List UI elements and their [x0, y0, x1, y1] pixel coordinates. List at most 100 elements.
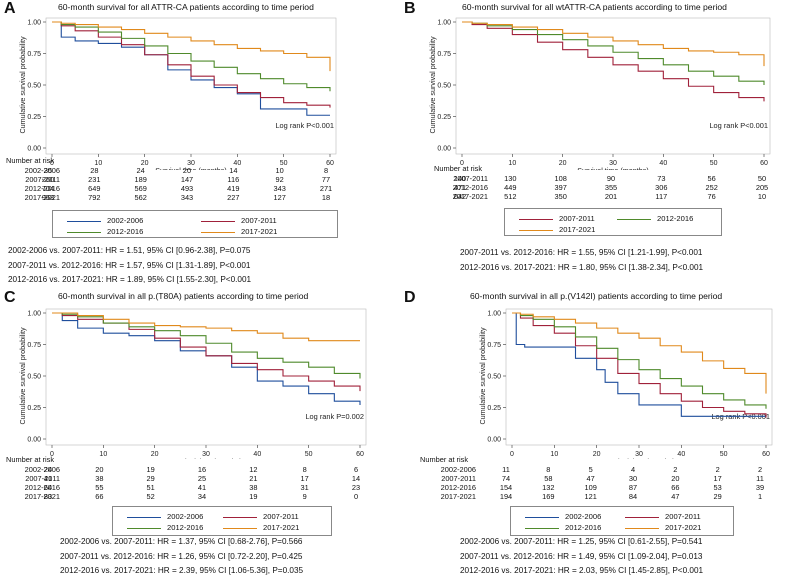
- risk-count: 231: [88, 175, 101, 184]
- risk-row-label: 2007-2011: [25, 474, 60, 483]
- survival-plot-d: 0.00 0.25 0.50 0.75 1.00 0 10 20 30 40 50 60 Surviva…: [478, 308, 773, 459]
- survival-curve-2017-2021: [52, 312, 360, 342]
- panel-letter: B: [404, 0, 416, 17]
- risk-row-label: 2017-2021: [24, 193, 60, 202]
- y-tick-label: 0.25: [487, 405, 501, 412]
- hr-results-a: 2002-2006 vs. 2007-2011: HR = 1.51, 95% …: [8, 244, 251, 288]
- y-tick-label: 0.50: [27, 374, 41, 381]
- legend-c: 2002-2006 2007-2011 2012-2016 2017-2021: [112, 506, 332, 536]
- risk-count: 29: [713, 492, 722, 501]
- y-tick-label: 1.00: [437, 20, 451, 27]
- risk-row-label: 2002-2006: [24, 166, 60, 175]
- x-tick-label: 40: [677, 451, 685, 458]
- hr-line: 2002-2006 vs. 2007-2011: HR = 1.37, 95% …: [60, 537, 303, 546]
- risk-count: 493: [180, 184, 194, 193]
- panel-b: B 60-month survival for all wtATTR-CA pa…: [400, 0, 800, 289]
- risk-count: 17: [300, 474, 309, 483]
- x-tick-label: 0: [510, 451, 514, 458]
- risk-row-label: 2002-2006: [440, 465, 476, 474]
- legend-item: 2012-2016: [617, 214, 693, 223]
- survival-curve-2012-2016: [52, 21, 331, 92]
- risk-count: 1: [757, 492, 763, 501]
- x-tick-label: 10: [94, 160, 102, 167]
- y-tick-label: 0.00: [27, 437, 41, 444]
- risk-count: 569: [134, 184, 147, 193]
- y-tick-label: 0.50: [437, 83, 451, 90]
- legend-item: 2017-2021: [223, 523, 299, 532]
- risk-count: 11: [756, 474, 764, 483]
- x-tick-label: 20: [559, 160, 567, 167]
- y-tick-label: 0.00: [27, 146, 41, 153]
- risk-count: 24: [136, 166, 145, 175]
- legend-swatch: [67, 220, 101, 222]
- panel-d: D 60-month survival in all p.(V142I) pat…: [400, 289, 800, 578]
- x-tick-label: 60: [762, 451, 770, 458]
- legend-item: 2007-2011: [223, 512, 299, 521]
- risk-count: 53: [713, 483, 722, 492]
- legend-label: 2017-2021: [241, 227, 278, 236]
- risk-count: 117: [655, 192, 668, 201]
- survival-curve-2007-2011: [52, 312, 361, 392]
- risk-count: 77: [321, 175, 331, 184]
- hr-line: 2007-2011 vs. 2012-2016: HR = 1.26, 95% …: [60, 551, 303, 561]
- risk-count: 968: [41, 193, 55, 202]
- legend-swatch: [127, 527, 161, 529]
- x-tick-label: 0: [460, 160, 464, 167]
- hr-line: 2002-2006 vs. 2007-2011: HR = 1.25, 95% …: [460, 537, 703, 546]
- survival-plot-a: 0.00 0.25 0.50 0.75 1.00 0 10 20 30 40 50 60 Surviva…: [18, 17, 337, 170]
- legend-swatch: [67, 231, 101, 233]
- risk-count: 19: [249, 492, 258, 501]
- x-tick-label: 60: [760, 160, 768, 167]
- legend-item: 2012-2016: [67, 227, 143, 236]
- hr-line: 2012-2016 vs. 2017-2021: HR = 1.80, 95% …: [460, 262, 704, 272]
- legend-label: 2007-2011: [241, 216, 277, 225]
- y-tick-label: 0.75: [437, 51, 451, 58]
- y-axis-label: Cumulative survival probability: [478, 327, 487, 424]
- hr-results-c: 2002-2006 vs. 2007-2011: HR = 1.37, 95% …: [60, 535, 303, 579]
- x-tick-label: 20: [593, 451, 601, 458]
- risk-row-label: 2012-2016: [440, 483, 476, 492]
- risk-count: 227: [227, 193, 240, 202]
- risk-count: 38: [95, 474, 104, 483]
- risk-count: 38: [249, 483, 258, 492]
- risk-count: 449: [504, 183, 517, 192]
- x-tick-label: 50: [280, 160, 288, 167]
- risk-count: 205: [755, 183, 769, 192]
- risk-title: Number at risk: [6, 156, 55, 165]
- legend-swatch: [617, 218, 651, 220]
- y-axis-label: Cumulative survival probability: [18, 327, 27, 424]
- risk-count: 116: [227, 175, 240, 184]
- risk-count: 29: [146, 474, 155, 483]
- y-tick-label: 1.00: [27, 311, 41, 318]
- y-axis-label: Cumulative survival probability: [18, 36, 27, 133]
- hr-results-b: 2007-2011 vs. 2012-2016: HR = 1.55, 95% …: [460, 246, 703, 275]
- x-tick-label: 50: [710, 160, 718, 167]
- legend-swatch: [223, 527, 257, 529]
- x-tick-label: 50: [720, 451, 728, 458]
- risk-count: 50: [757, 174, 767, 183]
- risk-count: 30: [628, 474, 638, 483]
- x-tick-label: 30: [635, 451, 643, 458]
- legend-swatch: [519, 218, 553, 220]
- legend-label: 2012-2016: [167, 523, 204, 532]
- risk-title: Number at risk: [420, 455, 469, 464]
- risk-count: 14: [229, 166, 238, 175]
- risk-count: 47: [586, 474, 595, 483]
- risk-count: 52: [146, 492, 155, 501]
- risk-count: 56: [707, 174, 716, 183]
- survival-curve-2007-2011: [462, 21, 765, 102]
- risk-count: 20: [671, 474, 680, 483]
- risk-count: 512: [504, 192, 517, 201]
- risk-count: 130: [504, 174, 517, 183]
- logrank-label: Log rank P=0.002: [305, 412, 364, 421]
- hr-line: 2007-2011 vs. 2012-2016: HR = 1.49, 95% …: [460, 551, 703, 561]
- legend-item: 2017-2021: [519, 225, 595, 234]
- y-tick-label: 0.75: [27, 51, 41, 58]
- survival-plot-c: 0.00 0.25 0.50 0.75 1.00 0 10 20 30 40 50 60 Surviva…: [18, 308, 367, 459]
- logrank-label: Log rank P<0.001: [709, 121, 768, 130]
- risk-count: 108: [554, 174, 567, 183]
- risk-count: 642: [453, 192, 467, 201]
- risk-count: 471: [453, 183, 467, 192]
- risk-count: 34: [197, 492, 207, 501]
